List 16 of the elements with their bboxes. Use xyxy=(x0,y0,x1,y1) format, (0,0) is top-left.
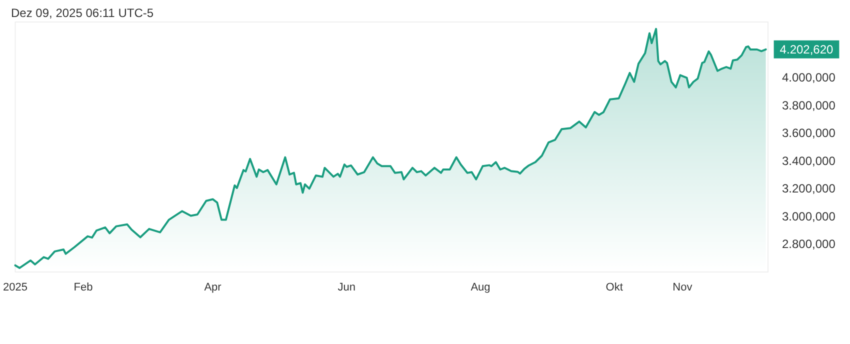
y-tick-label: 3.800,000 xyxy=(782,98,836,112)
y-tick-label: 3.000,000 xyxy=(782,209,836,224)
y-tick-label: 2.800,000 xyxy=(782,237,836,252)
x-tick-label: Okt xyxy=(606,282,623,294)
x-tick-label: 2025 xyxy=(2,282,28,294)
y-tick-label: 3.400,000 xyxy=(782,154,836,168)
y-tick-label: 4.000,000 xyxy=(782,70,836,85)
x-tick-label: Nov xyxy=(672,282,693,294)
y-tick-label: 3.600,000 xyxy=(782,126,836,140)
y-tick-label: 3.200,000 xyxy=(782,182,836,196)
x-tick-label: Apr xyxy=(204,282,222,294)
chart-title: Dez 09, 2025 06:11 UTC-5 xyxy=(11,6,154,20)
data-label: 4.202,620 xyxy=(780,42,834,56)
x-tick-label: Feb xyxy=(74,282,93,294)
x-tick-label: Aug xyxy=(470,282,490,294)
x-tick-label: Jun xyxy=(338,282,356,294)
